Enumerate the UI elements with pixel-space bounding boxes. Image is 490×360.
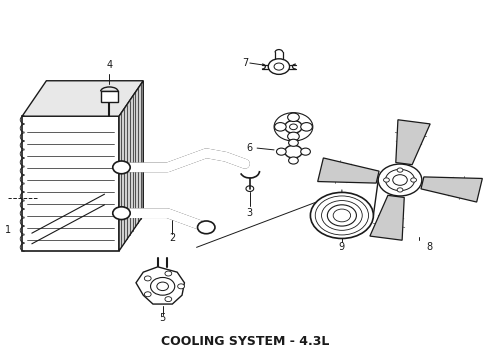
Text: 9: 9 xyxy=(339,242,345,252)
Circle shape xyxy=(327,205,356,226)
Circle shape xyxy=(285,121,302,133)
Text: 6: 6 xyxy=(247,143,253,153)
Circle shape xyxy=(288,132,299,141)
Circle shape xyxy=(288,113,299,122)
Text: 5: 5 xyxy=(160,313,166,323)
Circle shape xyxy=(274,63,284,70)
Circle shape xyxy=(157,282,169,291)
Circle shape xyxy=(276,148,286,155)
Circle shape xyxy=(333,209,351,222)
Circle shape xyxy=(397,168,403,172)
Circle shape xyxy=(290,124,297,130)
Circle shape xyxy=(274,123,286,131)
Text: 3: 3 xyxy=(247,208,253,219)
Circle shape xyxy=(397,188,403,192)
Circle shape xyxy=(268,59,290,75)
Text: 7: 7 xyxy=(242,58,248,68)
Circle shape xyxy=(113,207,130,220)
Circle shape xyxy=(165,297,172,302)
Circle shape xyxy=(310,192,373,238)
Circle shape xyxy=(384,178,390,182)
Circle shape xyxy=(285,145,302,158)
Circle shape xyxy=(178,284,184,289)
Circle shape xyxy=(386,169,415,191)
Circle shape xyxy=(378,164,422,196)
Polygon shape xyxy=(22,81,143,116)
Polygon shape xyxy=(100,91,118,102)
Circle shape xyxy=(321,201,362,230)
Circle shape xyxy=(301,123,312,131)
Text: 2: 2 xyxy=(169,233,175,243)
Circle shape xyxy=(411,178,416,182)
Circle shape xyxy=(113,161,130,174)
Circle shape xyxy=(165,271,172,276)
Polygon shape xyxy=(318,158,379,183)
Circle shape xyxy=(150,278,175,295)
Polygon shape xyxy=(370,195,404,240)
Circle shape xyxy=(289,157,298,164)
Text: COOLING SYSTEM - 4.3L: COOLING SYSTEM - 4.3L xyxy=(161,336,329,348)
Circle shape xyxy=(145,292,151,297)
Circle shape xyxy=(145,276,151,281)
Text: 1: 1 xyxy=(5,225,11,235)
Polygon shape xyxy=(119,81,143,251)
Polygon shape xyxy=(396,120,430,165)
Polygon shape xyxy=(22,116,119,251)
Circle shape xyxy=(197,221,215,234)
Circle shape xyxy=(315,196,368,235)
Polygon shape xyxy=(421,177,482,202)
Text: 8: 8 xyxy=(426,242,432,252)
Polygon shape xyxy=(136,267,184,304)
Circle shape xyxy=(393,175,407,185)
Circle shape xyxy=(289,139,298,146)
Circle shape xyxy=(301,148,310,155)
Text: 4: 4 xyxy=(106,60,112,70)
